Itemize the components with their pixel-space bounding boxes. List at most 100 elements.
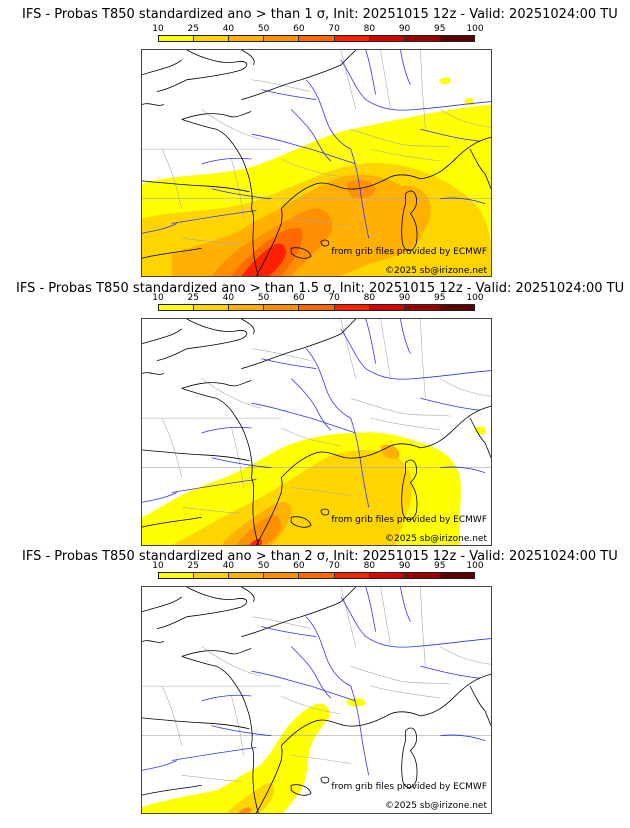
border-line <box>380 319 391 379</box>
coastline <box>142 247 202 259</box>
administrative-borders <box>142 587 491 782</box>
colorbar-segment <box>264 36 300 41</box>
river-line <box>211 457 272 469</box>
river-line <box>340 596 491 648</box>
border-line <box>281 427 341 447</box>
source-credit: from grib files provided by ECMWF <box>331 782 487 792</box>
border-line <box>420 587 426 667</box>
river-line <box>350 148 370 239</box>
border-line <box>231 427 244 488</box>
border-line <box>350 398 451 417</box>
river-line <box>261 626 317 637</box>
border-line <box>281 695 341 715</box>
coastline <box>320 776 330 784</box>
river-line <box>440 466 486 474</box>
border-line <box>291 487 351 496</box>
coastline <box>142 784 202 796</box>
colorbar-segment <box>299 573 335 578</box>
colorbar-segment <box>334 305 370 310</box>
coastline <box>420 405 491 449</box>
coastline <box>181 656 253 746</box>
colorbar <box>158 304 475 311</box>
colorbar-segment <box>264 573 300 578</box>
border-line <box>161 417 183 478</box>
border-line <box>380 50 391 110</box>
colorbar-tick-label: 25 <box>187 293 199 303</box>
coastline <box>241 319 255 335</box>
colorbar-tick-label: 70 <box>328 24 340 34</box>
panel-title: IFS - Probas T850 standardized ano > tha… <box>22 7 618 22</box>
administrative-borders <box>142 50 491 245</box>
coastline <box>290 784 312 796</box>
colorbar-tick-label: 80 <box>363 24 376 34</box>
border-line <box>161 148 183 209</box>
coastline <box>401 727 418 789</box>
colorbar-tick-label: 95 <box>434 24 446 34</box>
colorbar-tick-labels: 10 25 40 50 60 70 80 90 95 100 <box>152 561 483 571</box>
river-line <box>420 397 481 411</box>
colorbar-tick-labels: 10 25 40 50 60 70 80 90 95 100 <box>152 24 483 34</box>
colorbar-tick-label: 40 <box>222 293 235 303</box>
coastlines <box>142 50 491 276</box>
border-line <box>201 378 262 409</box>
coastlines <box>142 319 491 545</box>
river-line <box>305 616 351 687</box>
colorbar-segment <box>229 305 265 310</box>
coastline <box>142 103 165 106</box>
probability-area <box>439 77 451 85</box>
river-line <box>305 348 351 419</box>
source-credit: from grib files provided by ECMWF <box>331 247 487 257</box>
probability-area <box>171 450 413 545</box>
coastline <box>241 319 357 369</box>
colorbar-tick-label: 25 <box>187 561 199 571</box>
colorbar-segment <box>439 573 474 578</box>
colorbar-segment <box>159 305 195 310</box>
rivers <box>142 587 491 776</box>
colorbar-tick-labels: 10 25 40 50 60 70 80 90 95 100 <box>152 293 483 303</box>
border-line <box>370 148 441 162</box>
colorbar-segment <box>229 36 265 41</box>
colorbar-tick-label: 90 <box>398 24 411 34</box>
river-line <box>261 358 317 369</box>
coastlines <box>142 587 491 813</box>
colorbar-tick-label: 90 <box>398 293 411 303</box>
colorbar-tick-label: 95 <box>434 293 446 303</box>
border-line <box>251 79 312 92</box>
coastline <box>241 587 255 603</box>
colorbar-tick-label: 10 <box>152 561 164 571</box>
probability-shading <box>142 77 491 276</box>
river-line <box>251 670 356 702</box>
border-line <box>181 507 242 514</box>
coastline <box>290 516 312 528</box>
river-line <box>290 378 332 431</box>
coastline <box>315 711 421 727</box>
panel-title: IFS - Probas T850 standardized ano > tha… <box>16 281 625 296</box>
border-line <box>420 319 426 399</box>
colorbar-tick-label: 50 <box>257 561 270 571</box>
source-credit: from grib files provided by ECMWF <box>331 515 487 525</box>
colorbar-tick-label: 40 <box>222 24 235 34</box>
border-line <box>350 666 451 685</box>
border-line <box>340 587 357 647</box>
coastline <box>181 648 252 657</box>
coastline <box>401 459 418 521</box>
rivers <box>142 50 491 239</box>
border-line <box>340 319 357 379</box>
colorbar <box>158 35 475 42</box>
coastline <box>241 587 357 637</box>
river-line <box>350 417 370 508</box>
colorbar-segment <box>404 573 440 578</box>
coastline <box>142 372 165 375</box>
probability-area <box>226 782 275 813</box>
administrative-borders <box>142 319 491 514</box>
river-line <box>290 646 332 699</box>
river-line <box>171 210 257 224</box>
colorbar-tick-label: 10 <box>152 293 164 303</box>
colorbar-tick-label: 100 <box>466 293 484 303</box>
coastline <box>280 183 317 209</box>
colorbar-segment <box>264 305 300 310</box>
colorbar-segment <box>194 305 230 310</box>
river-line <box>440 734 486 742</box>
colorbar-tick-label: 50 <box>257 293 270 303</box>
colorbar-segment <box>299 36 335 41</box>
